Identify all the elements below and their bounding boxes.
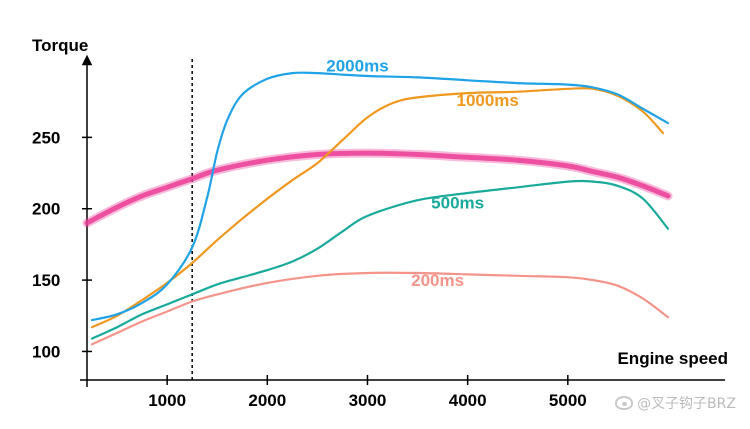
- series-line-500ms: [90, 179, 670, 340]
- series-label-500ms: 500ms: [431, 194, 484, 213]
- y-tick-label: 100: [32, 342, 60, 361]
- y-tick-label: 250: [32, 128, 60, 147]
- y-axis-label: Torque: [32, 36, 88, 55]
- axes: [80, 54, 725, 387]
- y-tick-label: 150: [32, 271, 60, 290]
- series-line-brush: [84, 150, 671, 226]
- series-label-200ms: 200ms: [411, 271, 464, 290]
- x-tick-label: 1000: [148, 391, 186, 410]
- series-line-2000ms: [90, 71, 670, 322]
- watermark: @叉子钩子BRZ: [615, 393, 736, 413]
- weibo-icon: [615, 396, 634, 410]
- series-label-1000ms: 1000ms: [456, 91, 518, 110]
- x-tick-label: 4000: [449, 391, 487, 410]
- y-tick-label: 200: [32, 200, 60, 219]
- x-tick-label: 3000: [349, 391, 387, 410]
- x-tick-label: 2000: [248, 391, 286, 410]
- series-label-2000ms: 2000ms: [326, 57, 388, 76]
- x-tick-label: 5000: [549, 391, 587, 410]
- series-line-1000ms: [90, 87, 665, 329]
- series-line-200ms: [90, 271, 670, 346]
- watermark-text: @叉子钩子BRZ: [637, 396, 736, 412]
- x-axis-label: Engine speed: [617, 349, 728, 368]
